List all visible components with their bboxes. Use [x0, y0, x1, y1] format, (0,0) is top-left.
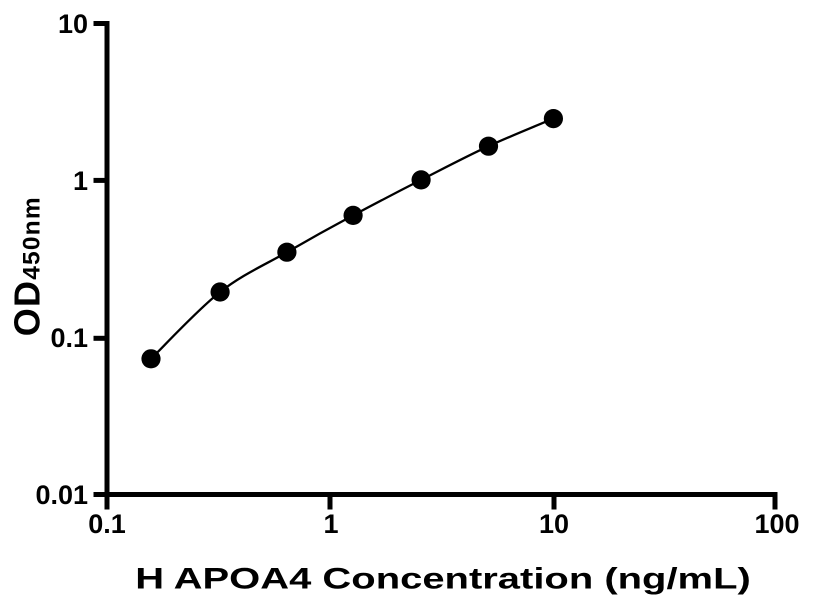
svg-text:0.01: 0.01	[35, 480, 88, 510]
svg-text:H APOA4 Concentration (ng/mL): H APOA4 Concentration (ng/mL)	[135, 562, 751, 595]
svg-text:10: 10	[539, 509, 569, 539]
svg-text:0.1: 0.1	[88, 509, 126, 539]
svg-text:10: 10	[58, 9, 88, 39]
svg-text:1: 1	[323, 509, 338, 539]
svg-text:0.1: 0.1	[50, 323, 88, 353]
svg-text:100: 100	[754, 509, 799, 539]
svg-text:1: 1	[73, 166, 88, 196]
